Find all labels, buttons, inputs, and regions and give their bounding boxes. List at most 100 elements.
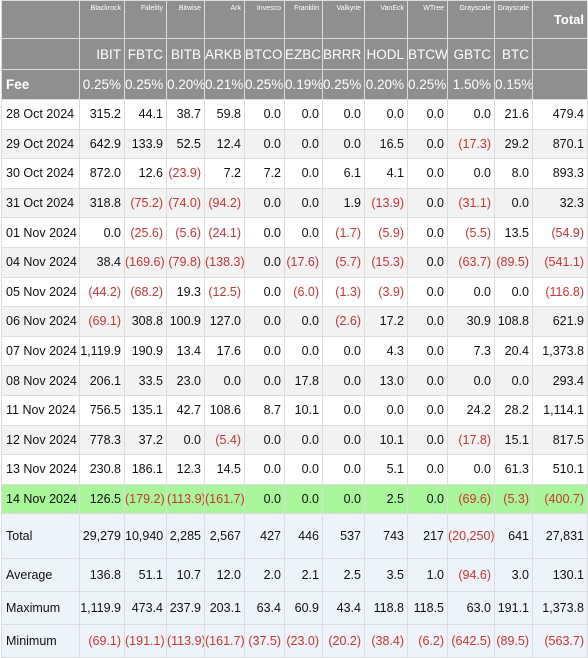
table-row-value-cell: (15.3) <box>364 246 408 278</box>
table-row-label: 01 Nov 2024 <box>1 217 80 248</box>
table-row: 28 Oct 2024 315.2 44.1 38.7 59.8 0.0 0.0 0.0 0.0… <box>1 99 588 130</box>
total-header: Total <box>532 0 588 39</box>
ticker-header: BTCW <box>407 38 448 70</box>
table-row: 29 Oct 2024 642.9 133.9 52.5 12.4 0.0 0.0 0.0 16… <box>1 128 588 160</box>
summary-row-value-cell: 2,285 <box>166 513 205 560</box>
summary-row-value-cell: 29,279 <box>79 513 125 560</box>
table-row-value-cell: 0.0 <box>322 424 365 456</box>
table-row-value-cell: 100.9 <box>166 306 205 337</box>
table-row-total-cell: (400.7) <box>532 483 588 515</box>
issuer-header: Blackrock <box>79 0 125 39</box>
table-row-value-cell: 20.4 <box>494 335 533 367</box>
issuer-header: Fidelity <box>124 0 167 39</box>
summary-row-value-cell: 743 <box>364 513 408 560</box>
table-row-value-cell: (23.9) <box>166 158 205 189</box>
issuer-header: Bitwise <box>166 0 205 39</box>
summary-row-value-cell: 1.0 <box>407 558 448 593</box>
table-row-value-cell: 15.1 <box>494 424 533 456</box>
summary-row-value-cell: 191.1 <box>494 591 533 626</box>
summary-row-value-cell: 446 <box>284 513 323 560</box>
ticker-header: BRRR <box>322 38 365 70</box>
table-row-value-cell: 4.1 <box>364 158 408 189</box>
table-row-value-cell: 0.0 <box>407 335 448 367</box>
table-row-value-cell: 17.2 <box>364 306 408 337</box>
summary-row-value-cell: 537 <box>322 513 365 560</box>
summary-row-value-cell: 63.4 <box>244 591 285 626</box>
table-row-value-cell: 0.0 <box>244 217 285 248</box>
table-row-value-cell: 0.0 <box>407 246 448 278</box>
table-row-value-cell: (179.2) <box>124 483 167 515</box>
table-row-value-cell: 108.8 <box>494 306 533 337</box>
summary-row-value-cell: 427 <box>244 513 285 560</box>
table-row-value-cell: 0.0 <box>244 276 285 308</box>
table-row: 07 Nov 2024 1,119.9 190.9 13.4 17.6 0.0 0.0 0.0… <box>1 335 588 367</box>
ticker-header: IBIT <box>79 38 125 70</box>
table-row: 12 Nov 2024 778.3 37.2 0.0 (5.4) 0.0 0.0 0.0 10.… <box>1 424 588 456</box>
summary-row-value-cell: 217 <box>407 513 448 560</box>
table-row-value-cell: 0.0 <box>447 99 495 130</box>
table-row-value-cell: (79.8) <box>166 246 205 278</box>
table-row-value-cell: 61.3 <box>494 454 533 485</box>
summary-row-value-cell: 2,567 <box>204 513 245 560</box>
table-row-value-cell: 8.7 <box>244 394 285 426</box>
table-row-value-cell: 44.1 <box>124 99 167 130</box>
table-row-value-cell: 0.0 <box>284 99 323 130</box>
table-row-value-cell: 21.6 <box>494 99 533 130</box>
table-row-value-cell: 0.0 <box>407 306 448 337</box>
table-row-value-cell: 0.0 <box>244 483 285 515</box>
table-row: 13 Nov 2024 230.8 186.1 12.3 14.5 0.0 0.0 0.0 5.… <box>1 454 588 485</box>
summary-row: Maximum 1,119.9 473.4 237.9 203.1 63.4 60.9 43.… <box>1 591 588 626</box>
summary-row-value-cell: 473.4 <box>124 591 167 626</box>
table-row-value-cell: (161.7) <box>204 483 245 515</box>
table-row-total-cell: (54.9) <box>532 217 588 248</box>
fee-value: 0.21% <box>204 69 245 100</box>
summary-row-value-cell: 10,940 <box>124 513 167 560</box>
summary-row-value-cell: 237.9 <box>166 591 205 626</box>
fee-value: 0.15% <box>494 69 533 100</box>
summary-row-value-cell: 118.5 <box>407 591 448 626</box>
table-row-total-cell: 32.3 <box>532 187 588 219</box>
table-row-value-cell: 10.1 <box>284 394 323 426</box>
table-row-value-cell: (74.0) <box>166 187 205 219</box>
summary-row-value-cell: 2.0 <box>244 558 285 593</box>
table-row-value-cell: 7.2 <box>204 158 245 189</box>
table-row-value-cell: 0.0 <box>494 187 533 219</box>
ticker-header: GBTC <box>447 38 495 70</box>
summary-row-label: Maximum <box>1 591 80 626</box>
table-row-value-cell: 0.0 <box>447 276 495 308</box>
table-row-value-cell: 12.3 <box>166 454 205 485</box>
table-row-value-cell: 38.4 <box>79 246 125 278</box>
table-row-value-cell: 0.0 <box>407 276 448 308</box>
summary-row-value-cell: 2.1 <box>284 558 323 593</box>
table-row: 31 Oct 2024 318.8 (75.2) (74.0) (94.2) 0.0 0.0… <box>1 187 588 219</box>
table-row-value-cell: 126.5 <box>79 483 125 515</box>
summary-row-value-cell: 641 <box>494 513 533 560</box>
table-row-value-cell: 24.2 <box>447 394 495 426</box>
table-row-value-cell: 59.8 <box>204 99 245 130</box>
table-row-value-cell: (5.5) <box>447 217 495 248</box>
table-row-value-cell: 1,119.9 <box>79 335 125 367</box>
summary-row-value-cell: 3.0 <box>494 558 533 593</box>
table-row-value-cell: 0.0 <box>407 158 448 189</box>
table-row-value-cell: 0.0 <box>322 454 365 485</box>
summary-row-value-cell: 118.8 <box>364 591 408 626</box>
fee-value: 0.19% <box>284 69 323 100</box>
table-row-value-cell: (5.7) <box>322 246 365 278</box>
table-row-value-cell: 133.9 <box>124 128 167 160</box>
table-row-total-cell: 870.1 <box>532 128 588 160</box>
table-row-value-cell: 0.0 <box>79 217 125 248</box>
table-row-value-cell: 0.0 <box>407 394 448 426</box>
table-row-value-cell: 0.0 <box>322 394 365 426</box>
table-row-value-cell: 0.0 <box>284 424 323 456</box>
table-row-total-cell: 1,114.1 <box>532 394 588 426</box>
table-row: 14 Nov 2024 126.5 (179.2) (113.9) (161.7) 0.0… <box>1 483 588 515</box>
table-row-value-cell: (169.6) <box>124 246 167 278</box>
table-row: 30 Oct 2024 872.0 12.6 (23.9) 7.2 7.2 0.0 6.1 4.… <box>1 158 588 189</box>
table-row-value-cell: 127.0 <box>204 306 245 337</box>
summary-row-total-cell: 1,373.8 <box>532 591 588 626</box>
table-row-value-cell: 0.0 <box>244 306 285 337</box>
table-row-value-cell: 0.0 <box>322 128 365 160</box>
fee-value: 0.20% <box>364 69 408 100</box>
table-row-value-cell: (31.1) <box>447 187 495 219</box>
